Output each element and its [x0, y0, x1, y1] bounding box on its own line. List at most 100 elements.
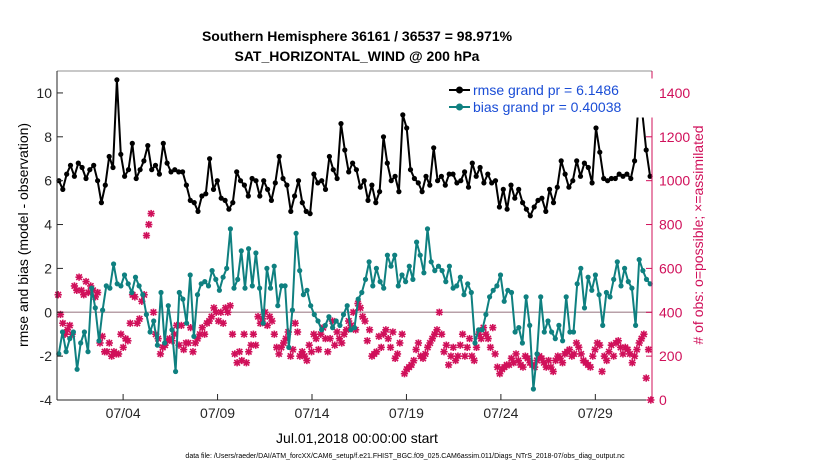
bias-point [202, 279, 208, 285]
rmse-point [442, 182, 448, 188]
bias-point [184, 320, 190, 326]
obs-assimilated-marker [444, 361, 453, 369]
bias-point [162, 340, 168, 346]
rmse-point [342, 147, 348, 153]
rmse-point [330, 167, 336, 173]
rmse-point [64, 171, 70, 177]
bias-point [359, 289, 365, 296]
bias-point [629, 285, 635, 291]
x-tick-label: 07/24 [483, 405, 518, 421]
obs-assimilated-marker [614, 337, 622, 345]
obs-assimilated-marker [124, 337, 132, 345]
bias-point [563, 294, 569, 300]
rmse-line [57, 78, 652, 217]
obs-assimilated-marker [177, 321, 185, 330]
bias-point [501, 298, 507, 304]
bias-point [132, 274, 139, 280]
bias-point [366, 259, 372, 265]
y-axis-right: 0 200 400 600 800 1000 1200 1400 [646, 85, 690, 408]
rmse-point [203, 191, 209, 197]
rmse-point [91, 162, 97, 168]
bias-point [625, 279, 631, 285]
rmse-point [632, 158, 638, 164]
rmse-point [423, 173, 429, 179]
bias-point [530, 386, 537, 392]
bias-point [96, 338, 102, 344]
rmse-point [226, 206, 232, 212]
rmse-point [87, 167, 93, 173]
bias-point [191, 333, 197, 339]
rmse-point [249, 175, 255, 182]
bias-point [603, 289, 610, 296]
rmse-point [435, 178, 441, 184]
rmse-point [237, 178, 244, 184]
rmse-point [577, 173, 584, 179]
rmse-point [458, 178, 464, 184]
obs-assimilated-marker [75, 273, 83, 281]
legend: rmse grand pr = 6.1486 bias grand pr = 0… [446, 78, 653, 118]
obs-assimilated-marker [468, 352, 476, 360]
rmse-point [210, 186, 217, 192]
obs-assimilated-marker [463, 343, 471, 351]
bias-point [578, 265, 584, 271]
rmse-point [616, 171, 622, 177]
obs-assimilated-marker [147, 209, 155, 218]
x-tick-label: 07/29 [578, 405, 613, 421]
bias-point [618, 283, 624, 289]
bias-point [406, 263, 412, 269]
obs-assimilated-marker [145, 220, 153, 229]
rmse-point [612, 175, 618, 182]
obs-assimilated-marker [407, 361, 416, 369]
rmse-point [299, 200, 305, 206]
obs-assimilated-marker [131, 293, 139, 301]
bias-point [446, 263, 452, 269]
rmse-point [608, 175, 615, 182]
y-axis-left-label: rmse and bias (model - observation) [15, 123, 31, 347]
bias-point [439, 268, 445, 274]
obs-assimilated-marker [363, 337, 371, 345]
obs-assimilated-marker [312, 334, 320, 343]
legend-bias-marker [456, 103, 463, 111]
obs-assimilated-marker [156, 350, 165, 358]
bias-point [224, 265, 230, 271]
obs-assimilated-marker [382, 326, 390, 334]
rmse-point [547, 186, 553, 192]
rmse-point [79, 164, 85, 171]
obs-assimilated-marker [512, 350, 520, 358]
obs-assimilated-marker [126, 319, 134, 327]
bias-point [417, 252, 423, 258]
bias-point [213, 276, 219, 282]
rmse-point [427, 182, 433, 188]
bias-point [384, 252, 390, 258]
bias-point [322, 322, 328, 328]
obs-assimilated-marker [442, 341, 450, 349]
obs-assimilated-marker [331, 341, 339, 349]
rmse-point [160, 140, 166, 146]
rmse-point [149, 167, 155, 173]
obs-assimilated-marker [333, 328, 341, 336]
obs-assimilated-marker [275, 350, 283, 358]
obs-assimilated-marker [640, 330, 648, 338]
rmse-point [102, 182, 108, 188]
rmse-point [523, 206, 530, 212]
obs-assimilated-marker [119, 343, 127, 351]
obs-assimilated-marker [365, 326, 374, 334]
bias-point [293, 230, 299, 236]
obs-assimilated-marker [491, 350, 499, 358]
rmse-point [129, 140, 135, 146]
rmse-point [83, 175, 89, 182]
bias-point [300, 292, 306, 298]
obs-assimilated-marker [537, 354, 546, 362]
rmse-point [292, 193, 298, 199]
bias-point [636, 257, 642, 263]
bias-point [129, 289, 135, 296]
bias-point [154, 342, 160, 348]
rmse-point [191, 200, 197, 206]
rmse-point [454, 180, 460, 186]
rmse-point [589, 180, 595, 186]
bias-point [118, 283, 124, 289]
obs-assimilated-marker [270, 330, 278, 338]
bias-point [89, 285, 95, 291]
x-axis-label: Jul.01,2018 00:00:00 start [276, 430, 438, 446]
rmse-point [207, 156, 213, 162]
